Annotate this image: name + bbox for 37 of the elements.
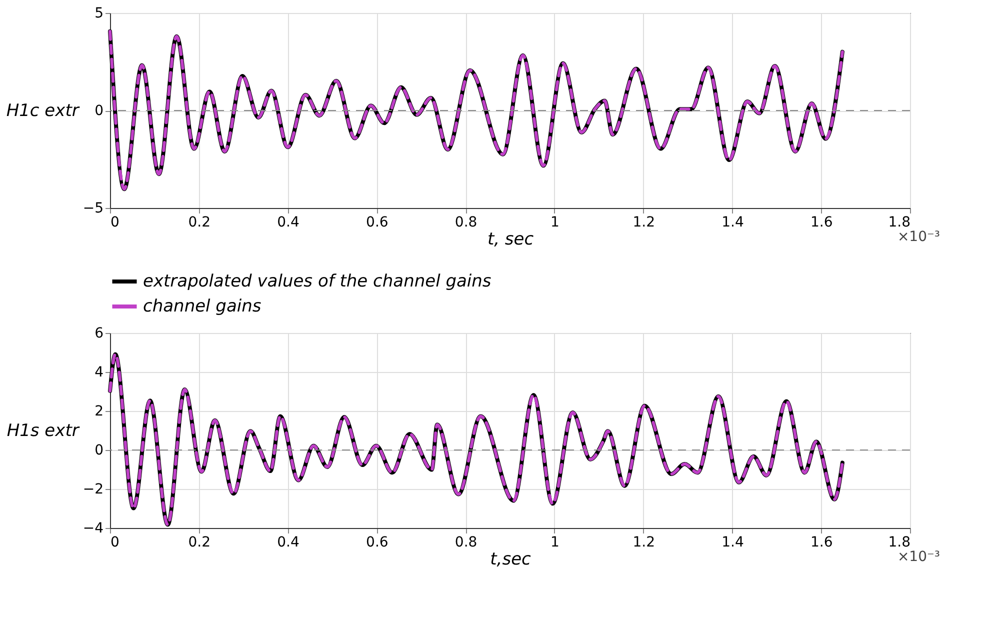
- x-tick-label: 1.2: [632, 214, 655, 230]
- x-axis-title: t,sec: [490, 550, 532, 570]
- legend-label: channel gains: [143, 296, 262, 316]
- y-tick-label: 0: [94, 103, 104, 119]
- x-tick-label: 0.4: [277, 534, 300, 550]
- x-tick-label: 0.2: [188, 214, 211, 230]
- y-axis-title: H1s extr: [6, 421, 80, 441]
- y-tick-label: −4: [82, 520, 104, 536]
- x-tick-label: 0.6: [366, 214, 388, 230]
- x-tick-label: 1.2: [632, 534, 655, 550]
- y-tick-label: −5: [82, 200, 104, 216]
- x-tick-label: 0.2: [188, 534, 211, 550]
- x-tick-label: 0.4: [277, 214, 300, 230]
- x-tick-label: 1.8: [888, 214, 910, 230]
- x-tick-label: 0.8: [454, 214, 478, 230]
- y-tick-label: 0: [94, 442, 104, 458]
- y-tick-label: −2: [82, 482, 104, 498]
- x-tick-label: 0: [110, 214, 120, 230]
- x-tick-label: 1: [550, 214, 560, 230]
- x-tick-label: 0.8: [454, 534, 478, 550]
- text: ×10⁻³: [897, 229, 940, 245]
- x-tick-label: 1: [550, 534, 560, 550]
- y-tick-label: 2: [94, 404, 104, 420]
- x-tick-label: 0.6: [366, 534, 388, 550]
- x-tick-label: 0: [110, 534, 120, 550]
- x-tick-label: 1.4: [722, 214, 744, 230]
- x-tick-label: 1.8: [888, 534, 910, 550]
- x-tick-label: 1.6: [810, 534, 833, 550]
- y-tick-label: 5: [94, 6, 104, 22]
- text: ×10⁻³: [897, 549, 940, 565]
- x-tick-label: 1.4: [722, 534, 744, 550]
- x-axis-title: t, sec: [487, 230, 534, 250]
- y-tick-label: 6: [94, 326, 104, 342]
- y-tick-label: 4: [94, 364, 104, 380]
- y-axis-title: H1c extr: [6, 101, 80, 121]
- legend-label: extrapolated values of the channel gains: [143, 272, 492, 292]
- x-tick-label: 1.6: [810, 214, 833, 230]
